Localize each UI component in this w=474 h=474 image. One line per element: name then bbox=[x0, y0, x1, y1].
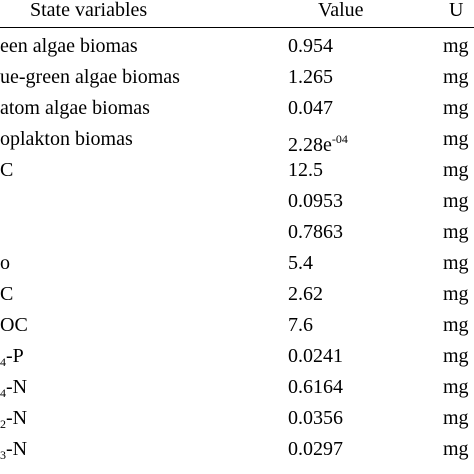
variable-cell: C bbox=[0, 282, 13, 306]
unit-text: mg bbox=[443, 407, 469, 429]
variable-subscript: 4 bbox=[0, 355, 6, 369]
variable-subscript: 3 bbox=[0, 448, 6, 462]
variable-cell: een algae biomas bbox=[0, 34, 138, 58]
unit-cell: mg bbox=[443, 158, 469, 182]
variable-cell: OC bbox=[0, 313, 28, 337]
value-text: 0.0241 bbox=[288, 345, 343, 367]
header-cell: U bbox=[449, 0, 464, 21]
value-text: 7.6 bbox=[288, 314, 313, 336]
unit-text: mg bbox=[443, 190, 469, 212]
unit-text: mg bbox=[443, 221, 469, 243]
unit-cell: mg bbox=[443, 220, 469, 244]
value-text: 0.7863 bbox=[288, 221, 343, 243]
value-cell: 7.6 bbox=[288, 313, 313, 337]
variable-text: C bbox=[0, 159, 14, 181]
value-cell: 2.28e-04 bbox=[288, 127, 348, 157]
variable-text: -N bbox=[6, 376, 28, 398]
unit-cell: mg bbox=[443, 313, 469, 337]
variable-cell: 2-N bbox=[0, 406, 27, 436]
variable-cell: o bbox=[0, 251, 10, 275]
value-cell: 0.0356 bbox=[288, 406, 343, 430]
variable-cell: oplakton biomas bbox=[0, 127, 133, 151]
unit-text: mg bbox=[443, 345, 469, 367]
unit-cell: mg bbox=[443, 406, 469, 430]
unit-text: mg bbox=[443, 283, 469, 305]
unit-text: mg bbox=[443, 159, 469, 181]
header-rule bbox=[0, 27, 474, 28]
value-text: 1.265 bbox=[288, 66, 333, 88]
value-cell: 12.5 bbox=[288, 158, 323, 182]
variable-text: ue-green algae biomas bbox=[0, 66, 180, 88]
value-text: 0.0356 bbox=[288, 407, 343, 429]
unit-cell: mg bbox=[443, 282, 469, 306]
unit-cell: mg bbox=[443, 437, 469, 461]
value-cell: 0.7863 bbox=[288, 220, 343, 244]
value-text: 0.047 bbox=[288, 97, 333, 119]
unit-text: mg bbox=[443, 376, 469, 398]
unit-cell: mg bbox=[443, 96, 469, 120]
variable-cell: ue-green algae biomas bbox=[0, 65, 180, 89]
unit-text: mg bbox=[443, 314, 469, 336]
value-text: 12.5 bbox=[288, 159, 323, 181]
value-text: 2.28e bbox=[288, 134, 332, 156]
value-text: 0.0297 bbox=[288, 438, 343, 460]
unit-cell: mg bbox=[443, 34, 469, 58]
value-cell: 5.4 bbox=[288, 251, 313, 275]
variable-subscript: 4 bbox=[0, 386, 6, 400]
variable-text: o bbox=[0, 252, 10, 274]
value-text: 0.954 bbox=[288, 35, 333, 57]
value-exponent: -04 bbox=[331, 132, 348, 146]
value-cell: 0.954 bbox=[288, 34, 333, 58]
header-cell: Value bbox=[318, 0, 364, 21]
variable-text: C bbox=[0, 283, 14, 305]
variable-cell: C bbox=[0, 158, 13, 182]
value-cell: 1.265 bbox=[288, 65, 333, 89]
value-text: 2.62 bbox=[288, 283, 323, 305]
value-cell: 2.62 bbox=[288, 282, 323, 306]
variable-text: -N bbox=[6, 438, 28, 460]
variable-cell: 3-N bbox=[0, 437, 27, 467]
variable-text: een algae biomas bbox=[0, 35, 138, 57]
value-cell: 0.6164 bbox=[288, 375, 343, 399]
value-cell: 0.0953 bbox=[288, 189, 343, 213]
unit-cell: mg bbox=[443, 127, 469, 151]
unit-cell: mg bbox=[443, 251, 469, 275]
unit-text: mg bbox=[443, 128, 469, 150]
value-text: 5.4 bbox=[288, 252, 313, 274]
unit-text: mg bbox=[443, 66, 469, 88]
value-text: 0.6164 bbox=[288, 376, 343, 398]
unit-cell: mg bbox=[443, 189, 469, 213]
variable-text: -P bbox=[6, 345, 24, 367]
unit-cell: mg bbox=[443, 375, 469, 399]
unit-text: mg bbox=[443, 97, 469, 119]
value-cell: 0.047 bbox=[288, 96, 333, 120]
value-cell: 0.0241 bbox=[288, 344, 343, 368]
value-cell: 0.0297 bbox=[288, 437, 343, 461]
value-text: 0.0953 bbox=[288, 190, 343, 212]
unit-text: mg bbox=[443, 438, 469, 460]
unit-text: mg bbox=[443, 35, 469, 57]
header-cell: State variables bbox=[30, 0, 148, 21]
unit-cell: mg bbox=[443, 65, 469, 89]
variable-cell: 4-N bbox=[0, 375, 27, 405]
unit-cell: mg bbox=[443, 344, 469, 368]
variable-text: -N bbox=[6, 407, 28, 429]
variable-cell: 4-P bbox=[0, 344, 24, 374]
variable-subscript: 2 bbox=[0, 417, 6, 431]
variable-cell: atom algae biomas bbox=[0, 96, 150, 120]
variable-text: oplakton biomas bbox=[0, 128, 133, 150]
variable-text: atom algae biomas bbox=[0, 97, 150, 119]
variable-text: OC bbox=[0, 314, 28, 336]
unit-text: mg bbox=[443, 252, 469, 274]
